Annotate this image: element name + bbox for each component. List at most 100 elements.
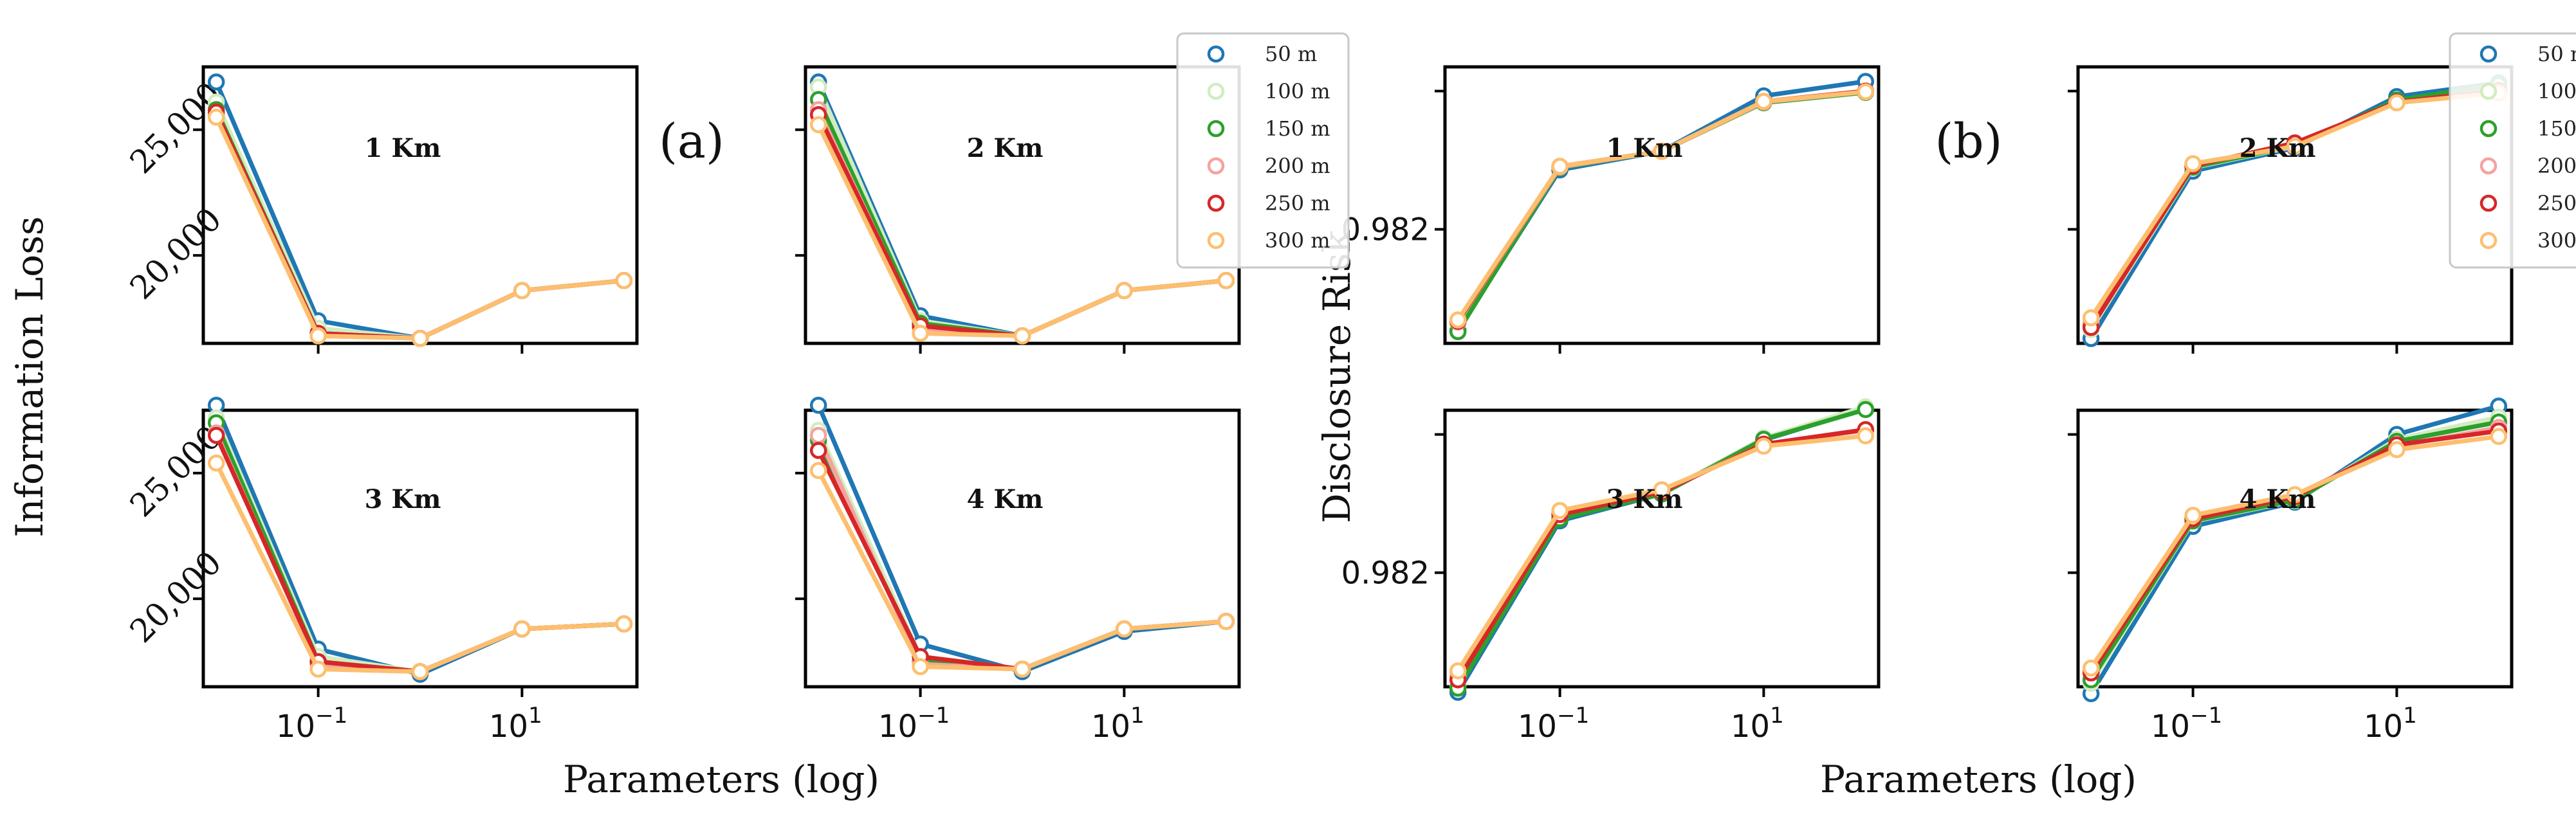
label-layer: (a) Parameters (log) Information Loss (b) Pa… — [8, 114, 2137, 801]
legend-label: 50 m — [2537, 42, 2576, 66]
data-point-300m — [1449, 311, 1467, 329]
data-point-300m — [1857, 83, 1875, 100]
data-point-300m — [1551, 502, 1569, 520]
legend-label: 300 m — [1265, 228, 1330, 253]
x-tick-label: 10−1 — [2151, 703, 2222, 745]
legend-layer: 50 m 100 m 150 m 200 m 250 m 300 m 50 m 100 m 15… — [1176, 32, 2576, 269]
panel-information-loss-2: 2 Km — [795, 65, 1241, 354]
data-point-300m — [309, 327, 327, 345]
data-point-300m — [1755, 93, 1772, 110]
x-axis-title: Parameters (log) — [1820, 757, 2137, 801]
legend-label: 150 m — [2537, 116, 2576, 141]
legend-label: 200 m — [1265, 154, 1330, 178]
y-tick-label: 0.982 — [1341, 556, 1430, 592]
data-point-300m — [1013, 660, 1031, 678]
legend-label: 50 m — [1265, 42, 1317, 66]
legend-label: 200 m — [2537, 154, 2576, 178]
data-point-300m — [513, 282, 531, 300]
data-point-300m — [2286, 485, 2304, 503]
y-axis-title: Information Loss — [8, 216, 51, 538]
panel-title: 4 Km — [2240, 484, 2316, 514]
data-point-300m — [411, 663, 429, 680]
legend-marker — [1207, 45, 1225, 63]
x-tick-label: 101 — [1731, 703, 1784, 745]
data-point-300m — [411, 329, 429, 347]
axes-frame — [2076, 408, 2514, 689]
panel-title: 1 Km — [365, 133, 441, 163]
axes-frame — [804, 408, 1241, 689]
panel-title: 2 Km — [2240, 133, 2316, 163]
axes-frame — [1443, 408, 1881, 689]
legend-marker — [2479, 45, 2498, 63]
data-point-300m — [615, 615, 633, 633]
data-point-300m — [1653, 142, 1671, 160]
legend-marker — [1207, 120, 1225, 138]
legend-marker — [1207, 157, 1225, 175]
legend-marker — [2479, 231, 2498, 249]
data-point-300m — [912, 658, 929, 675]
x-tick-label: 101 — [2364, 703, 2417, 745]
data-point-50m — [809, 396, 827, 414]
data-point-300m — [2184, 507, 2202, 524]
data-point-200m — [809, 426, 827, 444]
data-point-300m — [1857, 427, 1875, 445]
data-point-250m — [207, 426, 225, 444]
data-point-300m — [2388, 441, 2406, 458]
legend-marker — [1207, 194, 1225, 212]
group-tag: (b) — [1935, 114, 2002, 169]
x-tick-label: 10−1 — [1518, 703, 1589, 745]
legend-marker — [1207, 231, 1225, 249]
panel-title: 3 Km — [365, 484, 441, 514]
data-point-300m — [309, 660, 327, 678]
y-tick-label: 0.982 — [1341, 212, 1430, 248]
legend-label: 100 m — [1265, 79, 1330, 104]
data-point-300m — [1449, 662, 1467, 680]
data-point-300m — [207, 108, 225, 126]
data-point-300m — [2184, 155, 2202, 172]
panel-title: 4 Km — [967, 484, 1044, 514]
data-point-300m — [2082, 659, 2100, 677]
data-point-300m — [207, 454, 225, 472]
panel-title: 3 Km — [1606, 484, 1683, 514]
data-point-300m — [2490, 428, 2508, 446]
data-point-250m — [809, 442, 827, 459]
legend-label: 250 m — [2537, 191, 2576, 215]
legend-marker — [2479, 82, 2498, 100]
panel-disclosure-risk-3: 0.982 10−1 101 3 Km — [1341, 398, 1881, 745]
data-point-300m — [1217, 613, 1235, 630]
legend-marker — [2479, 120, 2498, 138]
data-point-300m — [912, 325, 929, 342]
data-point-300m — [1116, 282, 1133, 300]
data-point-300m — [513, 620, 531, 638]
x-tick-label: 101 — [1091, 703, 1145, 745]
data-point-300m — [1551, 158, 1569, 176]
panel-disclosure-risk-1: 0.982 1 Km — [1341, 65, 1881, 354]
legend: 50 m 100 m 150 m 200 m 250 m 300 m — [1176, 32, 1350, 269]
axes-frame — [201, 408, 639, 689]
data-point-300m — [1755, 437, 1772, 455]
legend-label: 150 m — [1265, 116, 1330, 141]
x-tick-label: 10−1 — [276, 703, 347, 745]
legend-marker — [1207, 82, 1225, 100]
data-point-300m — [1013, 327, 1031, 345]
panel-disclosure-risk-4: 10−1 101 4 Km — [2068, 397, 2514, 745]
data-point-300m — [615, 272, 633, 289]
legend-marker — [2479, 157, 2498, 175]
data-point-300m — [2388, 94, 2406, 112]
legend-label: 100 m — [2537, 79, 2576, 104]
legend-label: 300 m — [2537, 228, 2576, 253]
legend-marker — [2479, 194, 2498, 212]
panel-information-loss-4: 10−1 101 4 Km — [795, 396, 1241, 745]
legend-label: 250 m — [1265, 191, 1330, 215]
data-point-300m — [2286, 138, 2304, 155]
x-tick-label: 10−1 — [878, 703, 950, 745]
x-tick-label: 101 — [489, 703, 542, 745]
data-point-300m — [2082, 309, 2100, 327]
x-axis-title: Parameters (log) — [563, 757, 879, 801]
data-point-50m — [207, 73, 225, 91]
axes-frame — [1443, 65, 1881, 345]
data-point-300m — [1653, 481, 1671, 498]
data-point-300m — [809, 462, 827, 480]
data-point-300m — [1116, 620, 1133, 638]
